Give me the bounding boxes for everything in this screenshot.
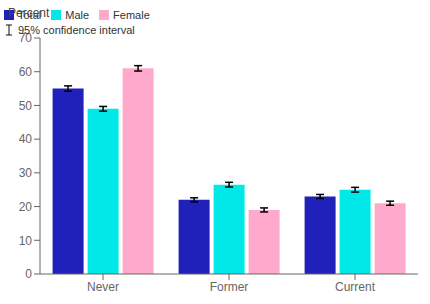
svg-text:Current: Current <box>335 280 376 294</box>
svg-text:50: 50 <box>19 99 33 113</box>
svg-text:40: 40 <box>19 132 33 146</box>
svg-text:0: 0 <box>25 267 32 281</box>
svg-text:Former: Former <box>210 280 249 294</box>
svg-text:30: 30 <box>19 166 33 180</box>
svg-text:10: 10 <box>19 234 33 248</box>
svg-text:70: 70 <box>19 31 33 45</box>
svg-text:60: 60 <box>19 65 33 79</box>
svg-text:20: 20 <box>19 200 33 214</box>
svg-text:Never: Never <box>87 280 119 294</box>
